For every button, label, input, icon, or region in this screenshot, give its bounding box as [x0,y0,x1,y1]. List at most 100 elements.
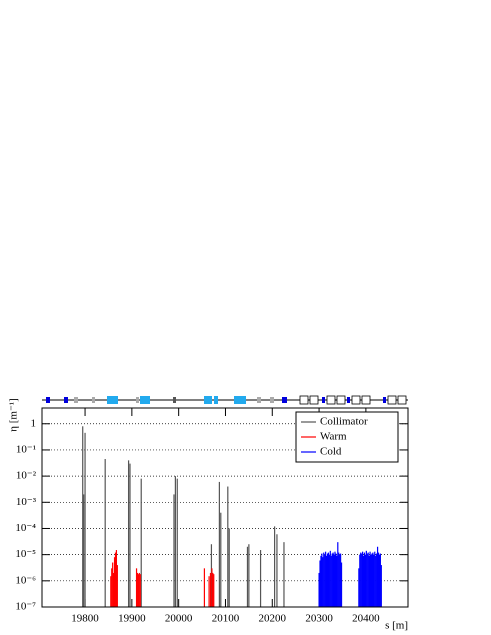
spike [203,568,206,607]
spike [329,550,331,607]
spike [362,555,365,607]
spike [362,551,364,607]
y-tick-label: 10⁻¹ [16,443,36,455]
plot-frame [41,407,409,608]
spike [114,552,117,607]
spike [336,555,338,607]
spike [361,553,363,607]
spike [129,463,131,607]
spike [374,551,376,607]
spike [369,551,371,607]
spike [332,552,334,607]
spike [363,552,366,607]
spike [113,557,116,607]
spike [111,568,113,607]
y-tick-label: 10⁻³ [16,496,37,508]
spike [328,554,330,607]
spike [366,553,368,607]
spike [283,542,285,607]
spike [140,478,142,607]
y-tick-label: 1 [31,417,37,429]
spike [378,554,381,607]
spike [335,553,337,607]
spike [139,574,141,607]
spike [82,426,84,607]
spike [208,576,210,607]
spike [113,572,115,607]
spike [84,432,86,607]
spike [365,550,367,607]
spike [330,555,332,607]
spike [174,476,176,607]
spike [274,526,276,607]
spike [110,576,112,607]
spike [379,553,381,607]
spike [373,554,375,607]
spike [136,572,139,607]
spike [116,565,118,607]
spike [325,551,327,607]
y-axis-label: η [m⁻¹] [8,398,20,432]
spike [211,568,213,607]
spike [324,554,326,607]
x-axis-label: s [m] [385,620,408,632]
spike [176,478,178,607]
spike [331,553,333,607]
spike [380,565,382,607]
spike [115,550,118,607]
spike [104,459,106,607]
x-tick-label: 19900 [118,613,146,625]
spike [372,552,374,607]
spike [334,551,336,607]
spike [327,552,330,607]
x-tick-label: 19800 [71,613,99,625]
spike [213,574,215,607]
spike [333,554,335,607]
spike [218,481,220,607]
spike [212,572,214,607]
lattice-strip [42,395,408,405]
spike [376,546,379,607]
spike [276,534,278,607]
spike [367,552,369,607]
spike [340,553,342,607]
spike [220,512,222,607]
spike [322,557,324,607]
spike [127,460,130,607]
spike [368,555,370,607]
spike [337,542,339,607]
spike [248,544,250,607]
spike [227,486,229,607]
spike [318,572,320,607]
y-tick-label: 10⁻⁵ [15,548,36,560]
legend-label: Collimator [320,416,368,428]
y-tick-label: 10⁻⁶ [15,574,36,586]
spike [173,494,175,607]
x-tick-label: 20400 [352,613,380,625]
spike [338,552,340,607]
x-tick-label: 20200 [259,613,287,625]
spike [246,546,249,607]
spike [359,554,361,607]
spike [319,560,321,607]
spike [228,528,230,607]
y-tick-label: 10⁻⁴ [15,522,36,534]
legend-label: Cold [320,446,342,458]
x-tick-label: 20300 [305,613,333,625]
spike [326,553,329,607]
legend-label: Warm [320,431,347,443]
spike [375,555,377,607]
x-tick-label: 20000 [165,613,193,625]
spike [137,574,140,607]
spike [209,572,212,607]
x-tick-label: 20100 [212,613,240,625]
spike [358,568,360,607]
spike [83,494,85,607]
spike [323,552,325,607]
spike [259,550,262,607]
spike [320,555,322,607]
y-tick-label: 10⁻² [16,470,37,482]
spike [360,552,362,607]
spike [364,554,367,607]
